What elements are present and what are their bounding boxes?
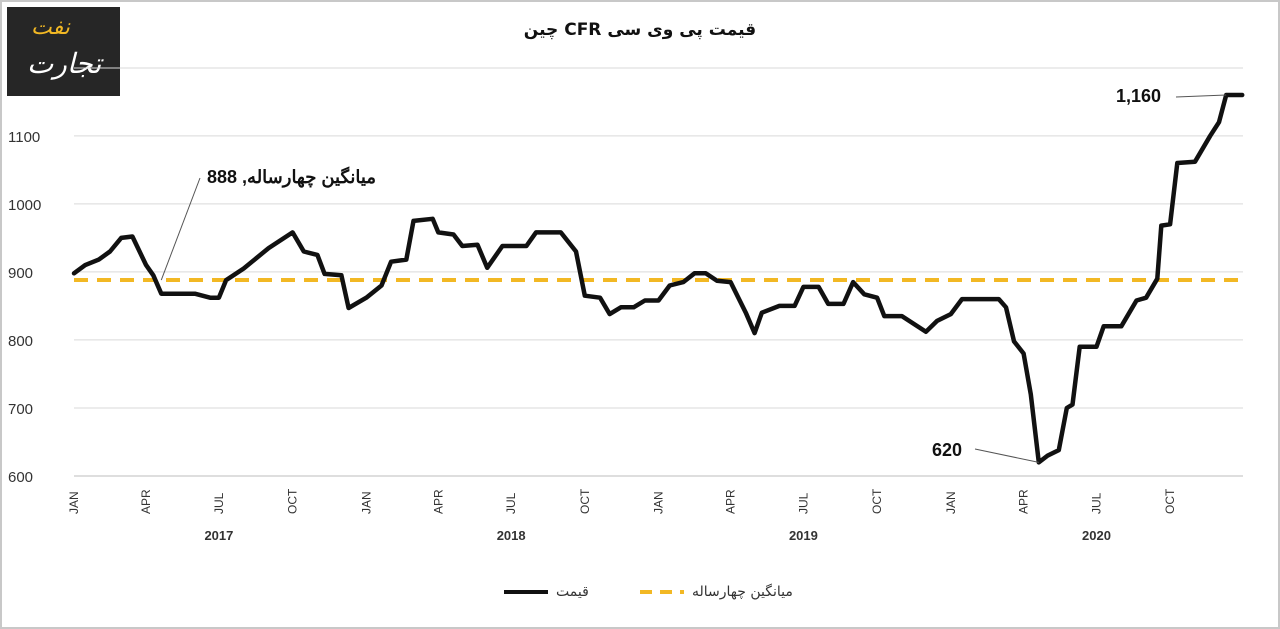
chart-title: قیمت پی وی سی CFR چین — [523, 20, 757, 40]
year-label: 2020 — [1082, 528, 1111, 543]
x-tick-label: APR — [139, 489, 153, 514]
y-tick-label: 1100 — [8, 129, 40, 146]
legend: قیمت میانگین چهارساله — [0, 584, 1280, 606]
legend-label-price: قیمت — [556, 584, 589, 600]
annotation-leader — [1175, 94, 1227, 98]
x-tick-label: APR — [431, 489, 445, 514]
y-tick-label: 800 — [8, 333, 33, 350]
year-label: 2017 — [204, 528, 233, 543]
legend-item-price: قیمت — [504, 584, 589, 600]
x-tick-label: OCT — [578, 488, 592, 514]
legend-swatch-price — [504, 590, 548, 594]
x-tick-label: JUL — [796, 492, 810, 514]
y-tick-label: 1000 — [8, 197, 41, 214]
x-tick-label: JAN — [67, 491, 81, 514]
year-label: 2018 — [497, 528, 526, 543]
x-tick-label: JAN — [359, 491, 373, 514]
annotation-leader — [974, 448, 1039, 463]
legend-item-average: میانگین چهارساله — [640, 584, 793, 600]
y-tick-label: 900 — [8, 265, 33, 282]
x-tick-label: JAN — [944, 491, 958, 514]
x-tick-label: JUL — [504, 492, 518, 514]
annotation-leader — [160, 177, 201, 281]
x-tick-label: OCT — [1163, 488, 1177, 514]
x-tick-label: APR — [1017, 489, 1031, 514]
logo-bottom-text: تجارت — [27, 47, 102, 80]
x-tick-label: OCT — [286, 488, 300, 514]
price-line — [71, 92, 1245, 465]
logo-top-text: نفت — [31, 15, 70, 40]
legend-swatch-average — [640, 590, 684, 594]
brand-logo: نفت تجارت — [7, 7, 120, 96]
annotation-max: 1,160 — [1116, 86, 1161, 106]
year-label: 2019 — [789, 528, 818, 543]
x-tick-label: APR — [724, 489, 738, 514]
annotation-min: 620 — [932, 440, 962, 460]
y-tick-label: 700 — [8, 401, 33, 418]
x-tick-label: OCT — [870, 488, 884, 514]
x-tick-label: JUL — [212, 492, 226, 514]
x-tick-label: JUL — [1089, 492, 1103, 514]
y-tick-label: 600 — [8, 469, 33, 486]
x-tick-label: JAN — [652, 491, 666, 514]
annotation-average: میانگین چهارساله, 888 — [207, 166, 376, 188]
legend-label-average: میانگین چهارساله — [692, 584, 793, 600]
